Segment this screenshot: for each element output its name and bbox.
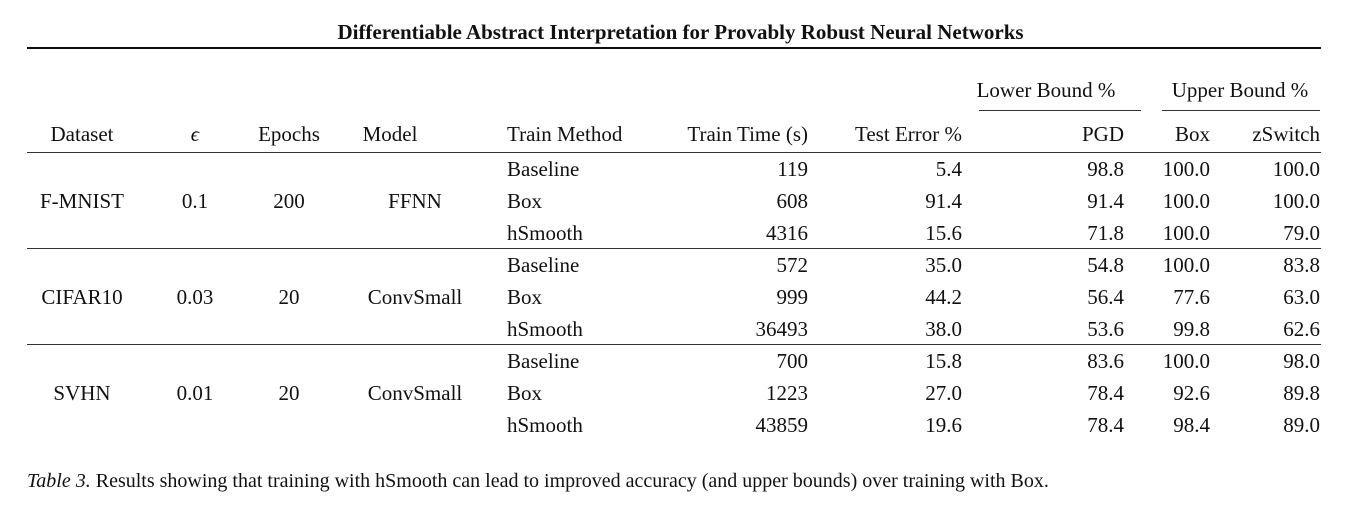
box-cell: 99.8 xyxy=(1173,317,1210,341)
train-method-cell: hSmooth xyxy=(507,413,583,437)
box-cell: 100.0 xyxy=(1162,189,1210,213)
zswitch-cell: 63.0 xyxy=(1283,285,1320,309)
train-time-cell: 1223 xyxy=(766,381,808,405)
train-method-cell: Baseline xyxy=(507,349,580,373)
box-cell: 100.0 xyxy=(1162,157,1210,181)
col-header-train-method: Train Method xyxy=(507,122,623,146)
top-rule xyxy=(27,47,1321,49)
dataset-cell: SVHN xyxy=(53,381,111,405)
train-time-cell: 119 xyxy=(777,157,808,181)
train-method-cell: Box xyxy=(507,189,543,213)
box-cell: 98.4 xyxy=(1173,413,1210,437)
box-cell: 100.0 xyxy=(1162,349,1210,373)
col-header-train-time: Train Time (s) xyxy=(687,122,808,146)
epochs-cell: 200 xyxy=(273,189,305,213)
train-time-cell: 999 xyxy=(776,285,809,309)
train-time-cell: 608 xyxy=(776,189,809,213)
group-rule-1 xyxy=(27,248,1321,249)
train-time-cell: 700 xyxy=(776,349,809,373)
epochs-cell: 20 xyxy=(278,285,300,309)
col-header-zswitch: zSwitch xyxy=(1252,122,1320,146)
header-upper-bound: Upper Bound % xyxy=(1171,78,1309,102)
pgd-cell: 78.4 xyxy=(1087,413,1124,437)
train-method-cell: Box xyxy=(507,381,543,405)
train-time-cell: 36493 xyxy=(755,317,809,341)
table-title: Differentiable Abstract Interpretation f… xyxy=(337,20,1024,44)
box-cell: 92.6 xyxy=(1173,381,1210,405)
col-header-epsilon: ϵ xyxy=(190,122,200,146)
test-error-cell: 38.0 xyxy=(925,317,962,341)
upper-bound-rule xyxy=(1162,110,1320,111)
test-error-cell: 44.2 xyxy=(925,285,962,309)
pgd-cell: 56.4 xyxy=(1087,285,1124,309)
box-cell: 100.0 xyxy=(1162,221,1210,245)
test-error-cell: 35.0 xyxy=(925,253,962,277)
test-error-cell: 15.8 xyxy=(925,349,962,373)
zswitch-cell: 62.6 xyxy=(1283,317,1320,341)
dataset-cell: F-MNIST xyxy=(39,189,125,213)
pgd-cell: 53.6 xyxy=(1087,317,1124,341)
train-method-cell: hSmooth xyxy=(507,317,583,341)
col-header-pgd: PGD xyxy=(1081,122,1124,146)
caption-label: Table 3. xyxy=(27,470,91,492)
group-rule-2 xyxy=(27,344,1321,345)
train-time-cell: 4316 xyxy=(766,221,808,245)
zswitch-cell: 89.8 xyxy=(1283,381,1320,405)
epsilon-cell: 0.01 xyxy=(176,381,214,405)
test-error-cell: 15.6 xyxy=(925,221,962,245)
train-method-cell: Baseline xyxy=(507,157,580,181)
zswitch-cell: 89.0 xyxy=(1283,413,1320,437)
caption-text: Results showing that training with hSmoo… xyxy=(95,470,1049,492)
epsilon-cell: 0.03 xyxy=(176,285,214,309)
pgd-cell: 71.8 xyxy=(1087,221,1124,245)
col-header-dataset: Dataset xyxy=(50,122,114,146)
box-cell: 100.0 xyxy=(1162,253,1210,277)
epochs-cell: 20 xyxy=(278,381,300,405)
pgd-cell: 91.4 xyxy=(1087,189,1124,213)
test-error-cell: 27.0 xyxy=(925,381,962,405)
col-header-epochs: Epochs xyxy=(258,122,320,146)
pgd-cell: 83.6 xyxy=(1087,349,1124,373)
zswitch-cell: 83.8 xyxy=(1283,253,1320,277)
box-cell: 77.6 xyxy=(1173,285,1210,309)
model-cell: ConvSmall xyxy=(367,381,463,405)
train-time-cell: 43859 xyxy=(755,413,809,437)
pgd-cell: 78.4 xyxy=(1087,381,1124,405)
train-time-cell: 572 xyxy=(776,253,809,277)
train-method-cell: Box xyxy=(507,285,543,309)
zswitch-cell: 100.0 xyxy=(1272,189,1320,213)
train-method-cell: hSmooth xyxy=(507,221,583,245)
model-cell: ConvSmall xyxy=(367,285,463,309)
header-rule xyxy=(27,152,1321,153)
col-header-test-error: Test Error % xyxy=(855,122,962,146)
test-error-cell: 91.4 xyxy=(925,189,962,213)
zswitch-cell: 100.0 xyxy=(1272,157,1320,181)
dataset-cell: CIFAR10 xyxy=(41,285,123,309)
zswitch-cell: 98.0 xyxy=(1283,349,1320,373)
col-header-box: Box xyxy=(1174,122,1210,146)
table-caption: Table 3. Results showing that training w… xyxy=(27,470,1049,493)
test-error-cell: 19.6 xyxy=(925,413,962,437)
zswitch-cell: 79.0 xyxy=(1283,221,1320,245)
pgd-cell: 54.8 xyxy=(1087,253,1124,277)
lower-bound-rule xyxy=(979,110,1141,111)
model-cell: FFNN xyxy=(388,189,442,213)
col-header-model: Model xyxy=(362,122,418,146)
train-method-cell: Baseline xyxy=(507,253,580,277)
epsilon-cell: 0.1 xyxy=(181,189,209,213)
header-lower-bound: Lower Bound % xyxy=(976,78,1116,102)
test-error-cell: 5.4 xyxy=(935,157,962,181)
pgd-cell: 98.8 xyxy=(1087,157,1124,181)
